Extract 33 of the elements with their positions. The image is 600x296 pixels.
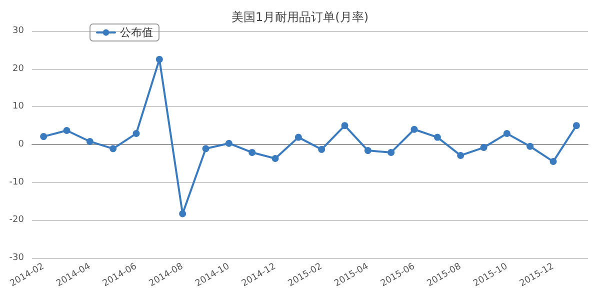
- point: [457, 152, 464, 159]
- point: [388, 148, 395, 156]
- y-tick-label: -20: [9, 215, 24, 226]
- point: [179, 210, 186, 218]
- y-tick-label: 0: [18, 140, 24, 150]
- point: [225, 140, 232, 147]
- y-tick-label: -30: [9, 253, 24, 263]
- point: [341, 122, 348, 130]
- point: [318, 146, 326, 153]
- point: [86, 138, 94, 145]
- point: [63, 127, 70, 134]
- y-tick-label: 30: [12, 26, 24, 36]
- point: [156, 56, 163, 63]
- point: [248, 148, 256, 156]
- point: [503, 130, 510, 138]
- point: [572, 122, 580, 130]
- legend-label: 公布值: [120, 26, 153, 39]
- point: [410, 126, 418, 133]
- point: [202, 145, 210, 152]
- y-tick-label: 20: [12, 64, 24, 74]
- point: [434, 134, 441, 141]
- point: [110, 145, 117, 152]
- point: [480, 144, 488, 152]
- y-tick-label: 10: [12, 102, 24, 112]
- point: [526, 142, 534, 150]
- y-tick-label: -10: [9, 177, 24, 188]
- point: [40, 133, 48, 140]
- point: [132, 130, 140, 138]
- point: [550, 158, 557, 166]
- point: [272, 155, 279, 162]
- point: [294, 134, 302, 141]
- chart-title: 美国1月耐用品订单(月率): [232, 10, 368, 24]
- point: [364, 147, 372, 154]
